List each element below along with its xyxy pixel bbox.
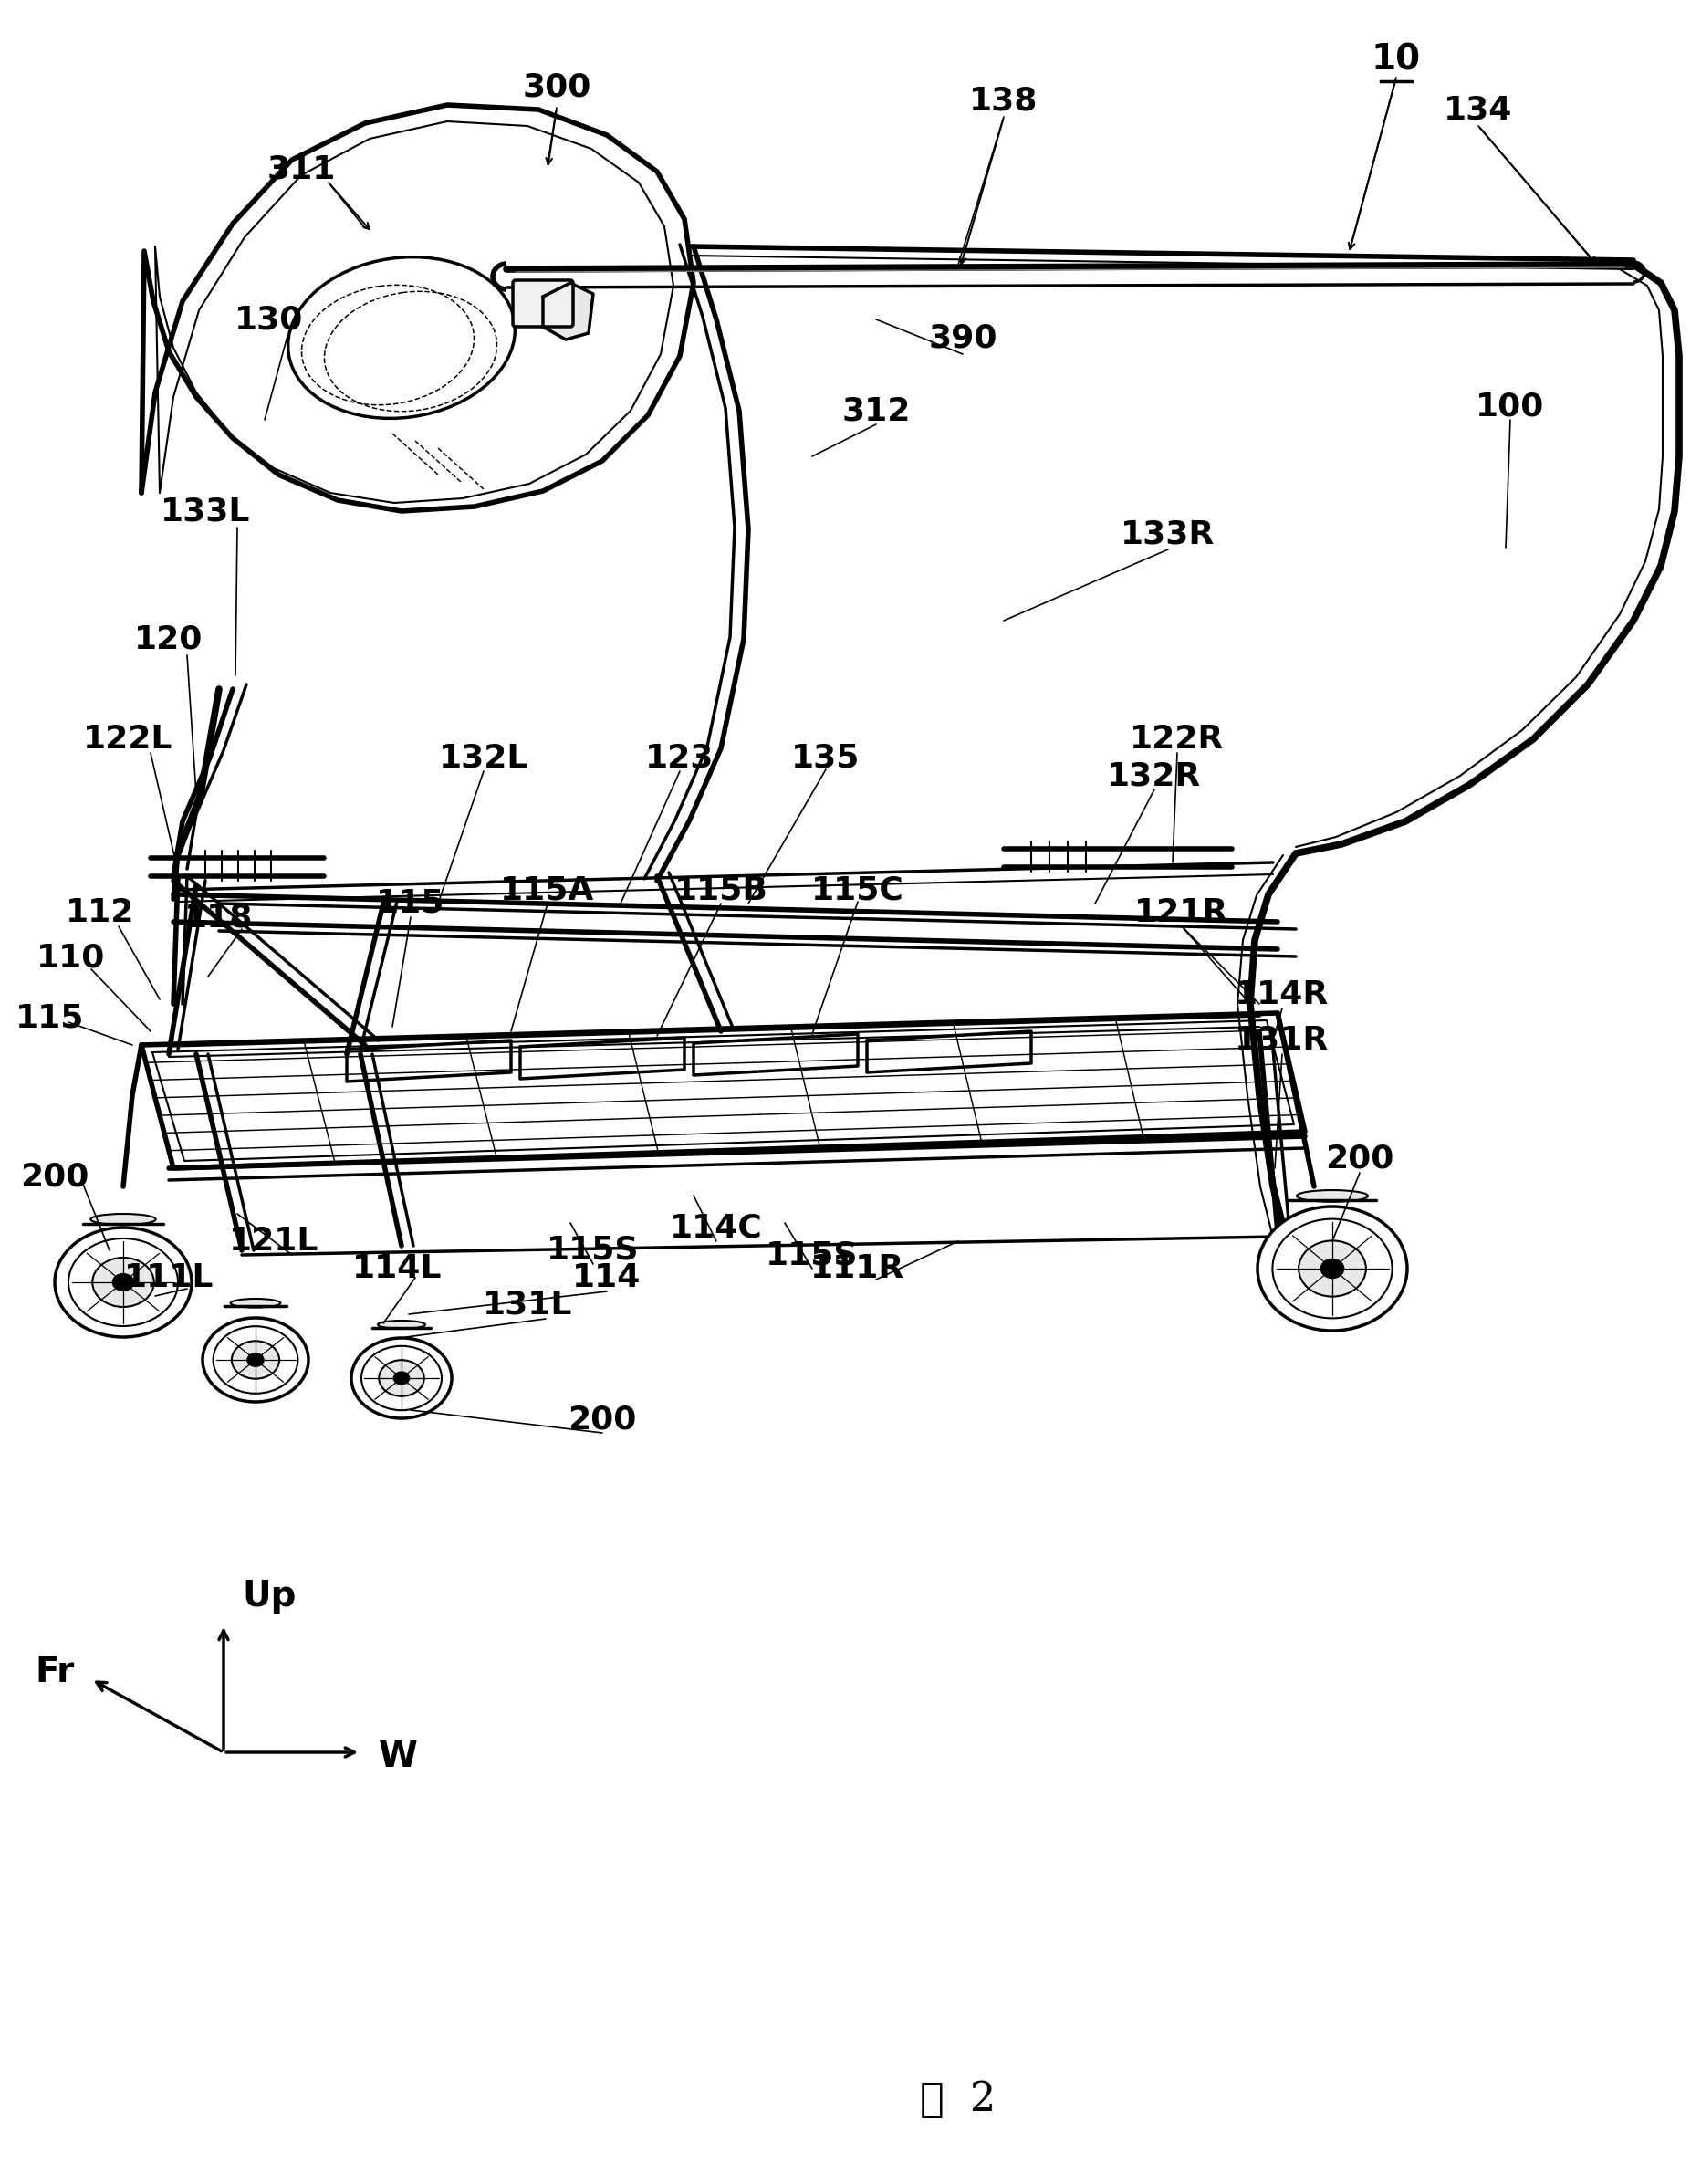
Text: 121L: 121L <box>228 1225 318 1256</box>
Text: 111R: 111R <box>810 1254 905 1284</box>
Ellipse shape <box>112 1273 133 1291</box>
Text: 132R: 132R <box>1107 760 1201 791</box>
Text: 311: 311 <box>267 153 335 183</box>
Text: 115S: 115S <box>765 1238 857 1271</box>
Text: 138: 138 <box>970 85 1038 116</box>
Text: 112: 112 <box>66 898 134 928</box>
Ellipse shape <box>1298 1241 1366 1297</box>
Text: 135: 135 <box>791 743 859 773</box>
Ellipse shape <box>247 1354 264 1367</box>
Text: 115: 115 <box>376 889 444 919</box>
Text: 134: 134 <box>1442 94 1512 124</box>
Text: 10: 10 <box>1371 41 1420 76</box>
Ellipse shape <box>287 258 515 419</box>
Text: 130: 130 <box>235 304 303 334</box>
Text: 111L: 111L <box>124 1262 214 1293</box>
Ellipse shape <box>1320 1260 1342 1278</box>
Text: 122R: 122R <box>1129 723 1223 756</box>
Ellipse shape <box>231 1341 279 1378</box>
Text: 300: 300 <box>522 72 590 103</box>
Text: 312: 312 <box>842 395 910 426</box>
Text: 200: 200 <box>20 1162 88 1192</box>
Text: 200: 200 <box>568 1404 636 1435</box>
Ellipse shape <box>202 1317 308 1402</box>
FancyBboxPatch shape <box>512 280 573 328</box>
Text: 114L: 114L <box>352 1254 442 1284</box>
Ellipse shape <box>1257 1206 1407 1330</box>
Text: 114: 114 <box>572 1262 641 1293</box>
Ellipse shape <box>350 1339 451 1417</box>
Text: 121R: 121R <box>1135 898 1228 928</box>
Ellipse shape <box>1296 1190 1368 1201</box>
Text: 200: 200 <box>1325 1144 1393 1175</box>
Ellipse shape <box>92 1258 153 1306</box>
Text: 133L: 133L <box>160 496 250 526</box>
Text: 110: 110 <box>37 943 105 974</box>
Text: 115S: 115S <box>546 1234 640 1267</box>
Text: 115A: 115A <box>500 874 594 906</box>
Text: W: W <box>379 1738 418 1773</box>
Text: 122L: 122L <box>83 723 172 756</box>
Text: 115: 115 <box>15 1002 85 1033</box>
Text: 131L: 131L <box>483 1289 572 1321</box>
Ellipse shape <box>379 1361 424 1396</box>
Text: 114R: 114R <box>1235 978 1328 1011</box>
Text: 115B: 115B <box>674 874 767 906</box>
Text: Up: Up <box>242 1579 296 1614</box>
Ellipse shape <box>90 1214 156 1225</box>
Text: 123: 123 <box>645 743 714 773</box>
Text: 115C: 115C <box>811 874 903 906</box>
Text: 133R: 133R <box>1121 518 1215 550</box>
Text: 114C: 114C <box>670 1212 762 1243</box>
Text: 100: 100 <box>1475 391 1545 422</box>
Text: 118: 118 <box>184 902 253 933</box>
Ellipse shape <box>378 1321 425 1328</box>
Text: 图  2: 图 2 <box>920 2079 995 2118</box>
Text: 132L: 132L <box>439 743 529 773</box>
Text: 120: 120 <box>134 622 202 655</box>
Ellipse shape <box>54 1227 192 1337</box>
Text: 390: 390 <box>927 323 997 354</box>
Text: 131R: 131R <box>1235 1024 1328 1055</box>
Polygon shape <box>543 284 594 339</box>
Ellipse shape <box>230 1299 281 1308</box>
Text: Fr: Fr <box>36 1655 75 1690</box>
Ellipse shape <box>395 1372 408 1385</box>
